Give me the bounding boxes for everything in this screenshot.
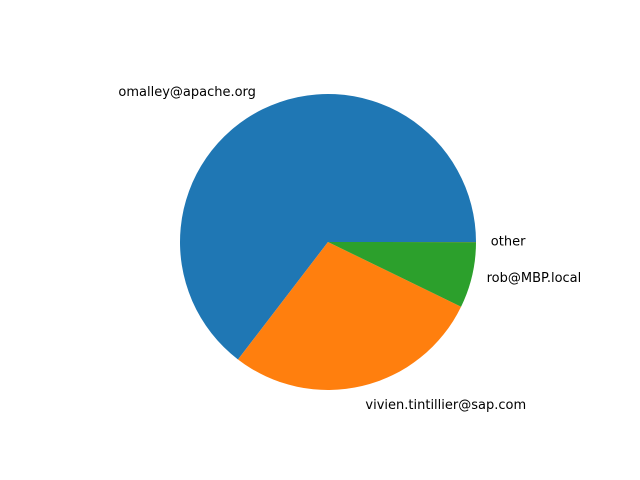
pie-label-omalley-apache-org: omalley@apache.org	[118, 85, 256, 100]
pie-slices	[180, 93, 477, 391]
pie-label-rob-mbp-local: rob@MBP.local	[487, 271, 582, 286]
pie-label-other: other	[491, 235, 526, 250]
pie-slice-vivien-tintillier-sap-com	[237, 242, 462, 391]
pie-labels: omalley@apache.org vivien.tintillier@sap.…	[118, 85, 581, 413]
pie-slice-rob-mbp-local	[328, 242, 476, 307]
pie-slice-omalley-apache-org	[180, 93, 477, 360]
pie-label-vivien-tintillier-sap-com: vivien.tintillier@sap.com	[365, 398, 526, 413]
